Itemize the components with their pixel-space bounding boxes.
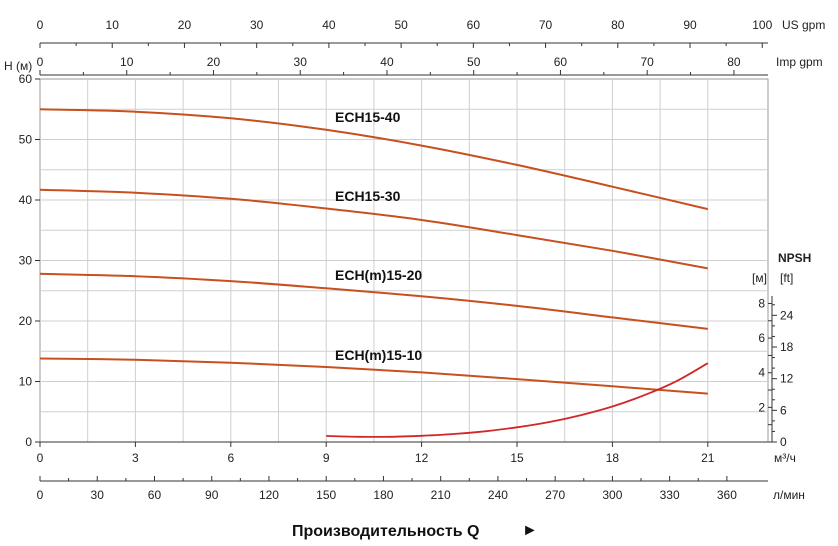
x-tick-label-m3h: 0 xyxy=(37,451,44,465)
x-axis-arrow: ► xyxy=(522,522,538,539)
y-tick-label: 30 xyxy=(19,254,33,268)
x-tick-label-usgpm: 60 xyxy=(467,18,481,32)
x-tick-label-usgpm: 20 xyxy=(178,18,192,32)
x-tick-label-usgpm: 70 xyxy=(539,18,553,32)
head-curve xyxy=(39,357,708,395)
x-tick-label-lpm: 30 xyxy=(91,488,105,502)
x-tick-label-lpm: 90 xyxy=(205,488,219,502)
x-unit-lpm: л/мин xyxy=(773,488,805,502)
y-tick-label: 40 xyxy=(19,193,33,207)
y-axis-label: H (м) xyxy=(4,59,32,73)
x-tick-label-usgpm: 10 xyxy=(106,18,120,32)
x-tick-label-impgpm: 60 xyxy=(554,55,568,69)
head-curve xyxy=(39,108,709,211)
x-tick-label-usgpm: 50 xyxy=(394,18,408,32)
npsh-tick-label-m: 2 xyxy=(758,400,765,414)
curve-label: ECH(m)15-10 xyxy=(335,347,422,363)
x-tick-label-lpm: 120 xyxy=(259,488,279,502)
x-tick-label-m3h: 21 xyxy=(701,451,715,465)
curve-label: ECH(m)15-20 xyxy=(335,267,422,283)
x-tick-label-m3h: 18 xyxy=(606,451,620,465)
x-tick-label-impgpm: 10 xyxy=(120,55,134,69)
x-tick-label-usgpm: 0 xyxy=(37,18,44,32)
x-tick-label-usgpm: 80 xyxy=(611,18,625,32)
curve-label: ECH15-40 xyxy=(335,109,401,125)
x-tick-label-impgpm: 30 xyxy=(294,55,308,69)
x-unit-m3h: м³/ч xyxy=(774,451,796,465)
x-tick-label-m3h: 6 xyxy=(227,451,234,465)
x-tick-label-lpm: 240 xyxy=(488,488,508,502)
y-tick-label: 60 xyxy=(19,72,33,86)
y-tick-label: 20 xyxy=(19,314,33,328)
x-tick-label-impgpm: 40 xyxy=(380,55,394,69)
npsh-curve xyxy=(326,362,709,438)
x-tick-label-impgpm: 20 xyxy=(207,55,221,69)
x-tick-label-lpm: 150 xyxy=(316,488,336,502)
npsh-tick-label-m: 8 xyxy=(758,296,765,310)
y-tick-label: 10 xyxy=(19,375,33,389)
npsh-unit-m: [м] xyxy=(752,271,767,285)
npsh-tick-label-ft: 6 xyxy=(780,403,787,417)
x-tick-label-lpm: 270 xyxy=(545,488,565,502)
x-tick-label-usgpm: 90 xyxy=(683,18,697,32)
x-tick-label-lpm: 180 xyxy=(373,488,393,502)
x-tick-label-lpm: 60 xyxy=(148,488,162,502)
y-tick-label: 50 xyxy=(19,133,33,147)
x-tick-label-impgpm: 50 xyxy=(467,55,481,69)
x-axis-title: Производительность Q xyxy=(292,523,479,540)
npsh-tick-label-m: 4 xyxy=(758,366,765,380)
x-tick-label-m3h: 9 xyxy=(323,451,330,465)
x-tick-label-impgpm: 0 xyxy=(37,55,44,69)
x-tick-label-m3h: 3 xyxy=(132,451,139,465)
npsh-tick-label-m: 6 xyxy=(758,331,765,345)
x-tick-label-lpm: 210 xyxy=(431,488,451,502)
x-tick-label-usgpm: 30 xyxy=(250,18,264,32)
x-tick-label-usgpm: 100 xyxy=(752,18,772,32)
npsh-tick-label-ft: 12 xyxy=(780,372,794,386)
x-tick-label-m3h: 12 xyxy=(415,451,429,465)
x-unit-usgpm: US gpm xyxy=(782,18,825,32)
x-tick-label-lpm: 300 xyxy=(602,488,622,502)
curve-label: ECH15-30 xyxy=(335,188,401,204)
x-tick-label-impgpm: 80 xyxy=(727,55,741,69)
head-curve xyxy=(39,188,708,270)
x-tick-label-m3h: 15 xyxy=(510,451,524,465)
npsh-unit-ft: [ft] xyxy=(780,271,793,285)
npsh-tick-label-ft: 24 xyxy=(780,308,794,322)
npsh-title: NPSH xyxy=(778,251,811,265)
head-curve xyxy=(39,272,708,330)
x-tick-label-lpm: 330 xyxy=(660,488,680,502)
x-tick-label-lpm: 360 xyxy=(717,488,737,502)
x-tick-label-impgpm: 70 xyxy=(641,55,655,69)
npsh-tick-label-ft: 18 xyxy=(780,340,794,354)
npsh-tick-label-ft-zero: 0 xyxy=(780,435,787,449)
x-tick-label-usgpm: 40 xyxy=(322,18,336,32)
y-tick-label: 0 xyxy=(25,435,32,449)
x-tick-label-lpm: 0 xyxy=(37,488,44,502)
x-unit-impgpm: Imp gpm xyxy=(776,55,823,69)
